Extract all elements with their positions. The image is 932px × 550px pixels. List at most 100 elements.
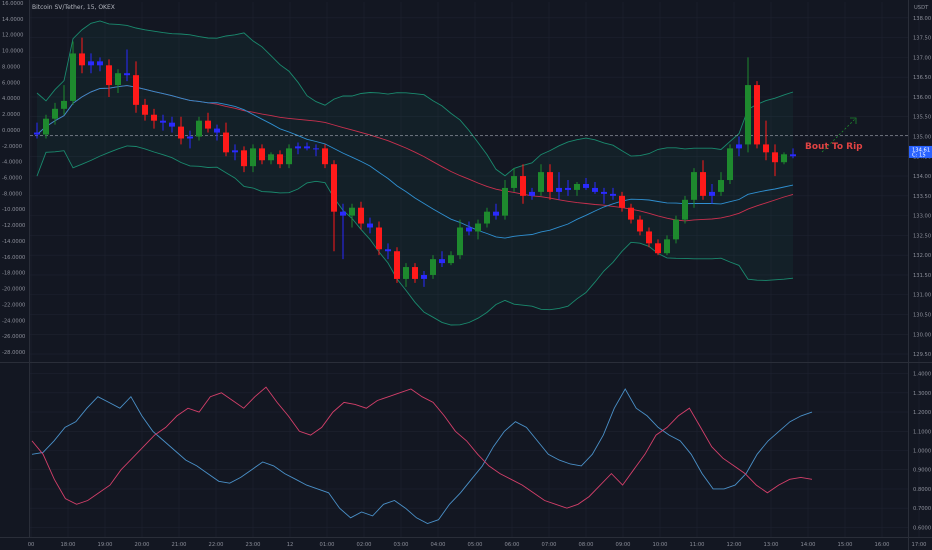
candle-body xyxy=(736,144,742,149)
candle-body xyxy=(367,223,373,228)
candle-body xyxy=(151,114,157,121)
osc-tick-label: 0.6000 xyxy=(913,525,931,531)
candle-body xyxy=(484,211,490,224)
right-tick-label: 135.00 xyxy=(913,135,931,141)
chart-title: Bitcoin SV/Tether, 15, OKEX xyxy=(32,4,115,11)
osc-tick-label: 1.3000 xyxy=(913,391,931,397)
candle-body xyxy=(88,61,94,66)
bb-fill xyxy=(37,21,793,325)
candle-body xyxy=(322,148,328,165)
candles xyxy=(34,37,796,287)
annotation-text: Bout To Rip xyxy=(805,142,863,152)
candle-body xyxy=(457,227,463,256)
time-label: 20:00 xyxy=(135,542,150,548)
candle-body xyxy=(385,249,391,252)
candle-body xyxy=(97,61,103,66)
annotation-arrow xyxy=(821,117,857,153)
right-tick-label: 136.00 xyxy=(913,95,931,101)
candle-body xyxy=(43,118,49,135)
right-tick-label: 135.50 xyxy=(913,115,931,121)
right-tick-label: 133.00 xyxy=(913,214,931,220)
right-tick-label: 131.50 xyxy=(913,273,931,279)
time-label: 12 xyxy=(287,542,294,548)
candle-body xyxy=(529,191,535,196)
price-badge-sub: C: 15 xyxy=(912,153,926,159)
annotation: Bout To Rip xyxy=(805,117,863,153)
candle-body xyxy=(664,239,670,254)
time-label: 17:00 xyxy=(912,542,927,548)
candle-body xyxy=(493,211,499,216)
candle-body xyxy=(763,144,769,153)
candle-body xyxy=(304,146,310,149)
left-tick-label: -8.0000 xyxy=(2,191,22,197)
left-tick-label: 2.0000 xyxy=(2,112,20,118)
candle-body xyxy=(169,122,175,127)
time-label: 00 xyxy=(28,542,35,548)
left-tick-label: -12.0000 xyxy=(2,223,25,229)
candle-body xyxy=(466,227,472,232)
left-tick-label: 10.0000 xyxy=(2,49,23,55)
candle-body xyxy=(286,148,292,165)
candle-body xyxy=(79,53,85,66)
left-tick-label: -26.0000 xyxy=(2,334,25,340)
candle-body xyxy=(502,187,508,216)
time-label: 06:00 xyxy=(505,542,520,548)
candle-body xyxy=(340,211,346,216)
osc-tick-label: 1.1000 xyxy=(913,429,931,435)
right-tick-label: 136.50 xyxy=(913,75,931,81)
osc-tick-label: 1.4000 xyxy=(913,372,931,378)
candle-body xyxy=(538,172,544,192)
quote-currency: USDT xyxy=(914,5,929,11)
candle-body xyxy=(727,148,733,181)
candle-body xyxy=(700,172,706,196)
chart-grid xyxy=(30,2,920,537)
candle-body xyxy=(142,104,148,115)
left-tick-label: -20.0000 xyxy=(2,287,25,293)
right-tick-label: 137.50 xyxy=(913,36,931,42)
candle-body xyxy=(610,193,616,196)
time-label: 04:00 xyxy=(431,542,446,548)
osc-tick-label: 0.9000 xyxy=(913,468,931,474)
time-label: 16:00 xyxy=(875,542,890,548)
candle-body xyxy=(106,65,112,86)
right-tick-label: 133.50 xyxy=(913,194,931,200)
right-tick-label: 130.50 xyxy=(913,313,931,319)
left-tick-label: 4.0000 xyxy=(2,96,20,102)
time-label: 03:00 xyxy=(394,542,409,548)
candle-body xyxy=(628,207,634,220)
left-tick-label: -6.0000 xyxy=(2,176,22,182)
candle-body xyxy=(403,267,409,279)
candle-body xyxy=(646,231,652,244)
bb-mid-line xyxy=(36,85,794,239)
time-label: 09:00 xyxy=(616,542,631,548)
oscillator-pane xyxy=(31,386,813,524)
candle-body xyxy=(214,128,220,133)
left-tick-label: -16.0000 xyxy=(2,255,25,261)
candle-body xyxy=(250,148,256,167)
candle-body xyxy=(277,154,283,165)
candle-body xyxy=(70,53,76,101)
candle-body xyxy=(556,187,562,192)
price-badge-value: 134.61 xyxy=(912,147,930,153)
time-label: 12:00 xyxy=(727,542,742,548)
price-badge-box xyxy=(909,145,932,158)
osc-tick-label: 0.8000 xyxy=(913,487,931,493)
time-label: 13:00 xyxy=(764,542,779,548)
time-label: 18:00 xyxy=(61,542,76,548)
osc-line-red xyxy=(31,386,813,509)
left-tick-label: -24.0000 xyxy=(2,318,25,324)
candle-body xyxy=(187,136,193,139)
candle-body xyxy=(232,150,238,153)
candle-body xyxy=(601,191,607,194)
candle-body xyxy=(439,259,445,264)
candle-body xyxy=(241,150,247,167)
candle-body xyxy=(331,164,337,212)
candle-body xyxy=(547,172,553,192)
time-label: 11:00 xyxy=(690,542,705,548)
candle-body xyxy=(565,187,571,190)
candle-body xyxy=(583,183,589,188)
candle-body xyxy=(61,100,67,109)
candle-body xyxy=(34,132,40,135)
candle-body xyxy=(430,259,436,275)
